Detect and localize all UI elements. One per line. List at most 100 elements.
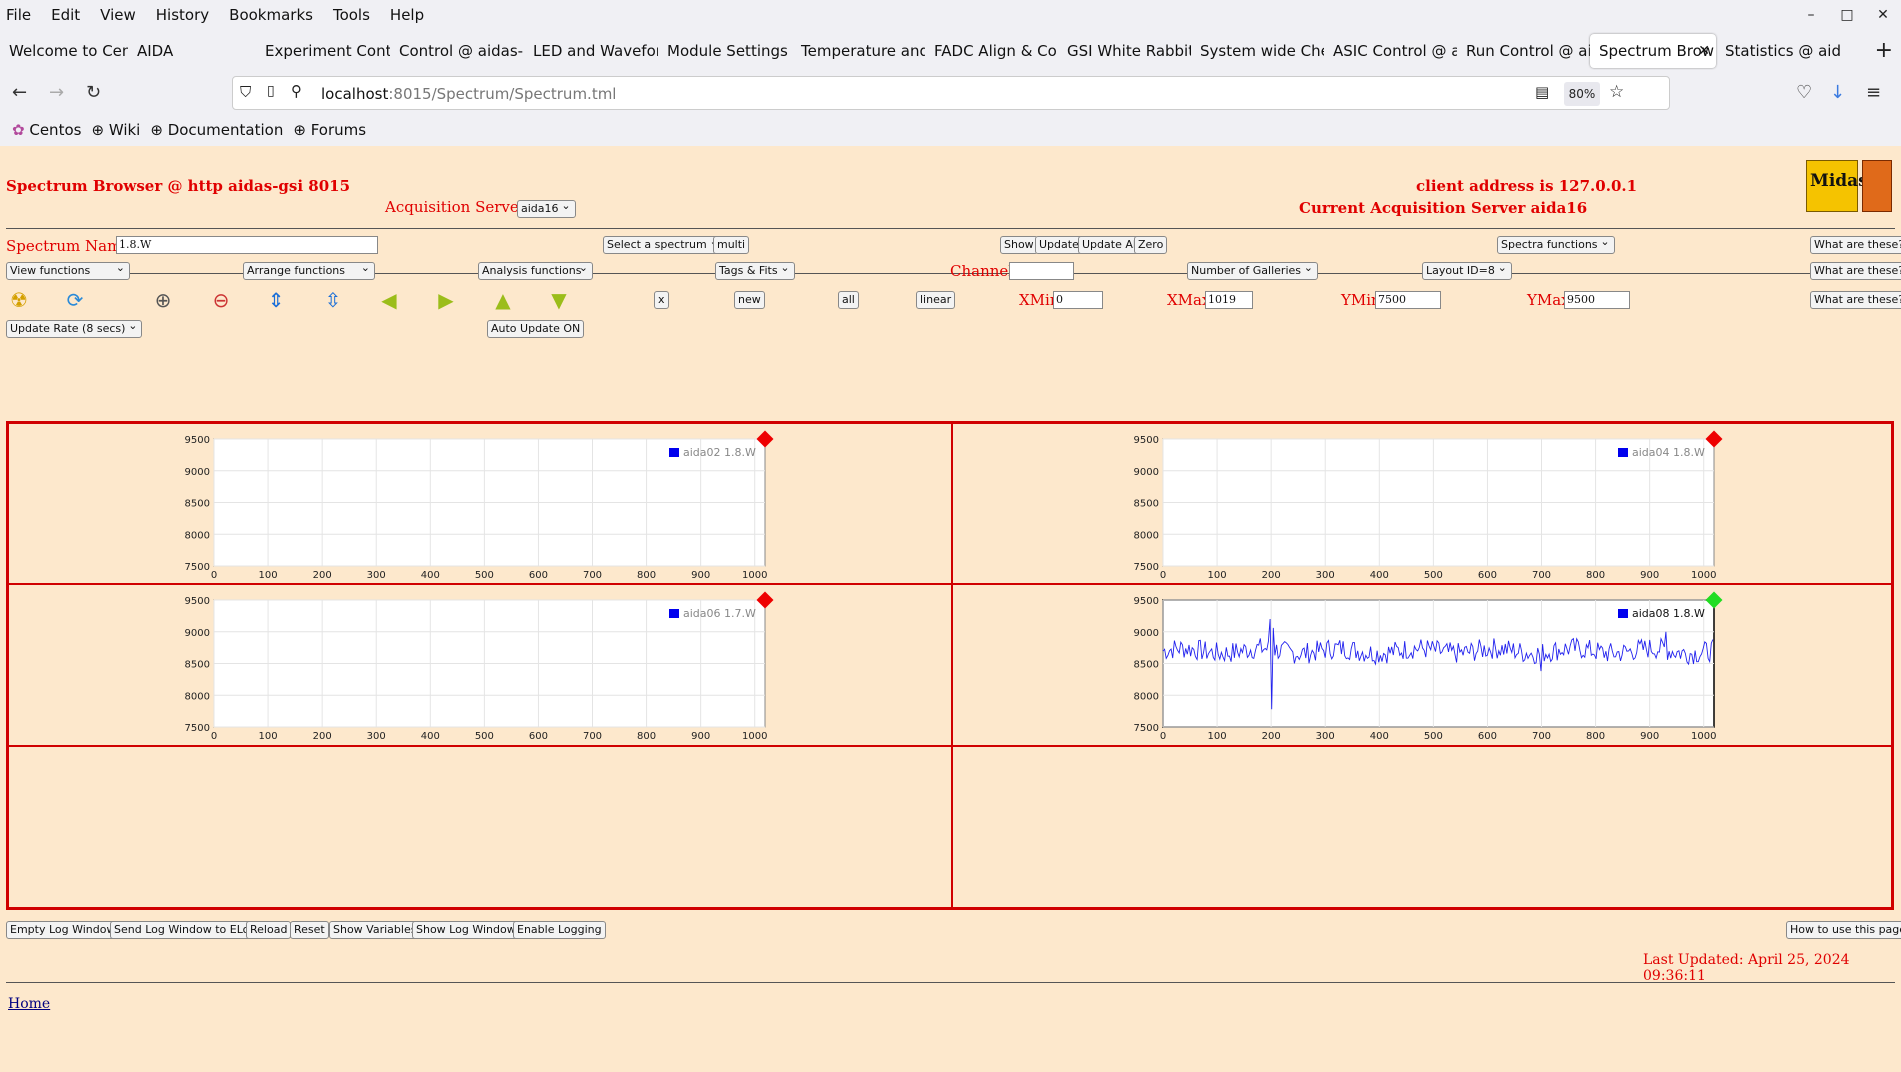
tab-aida[interactable]: AIDA	[137, 42, 174, 60]
view-functions-dropdown[interactable]: View functions	[6, 260, 130, 280]
tab-white-rabbit[interactable]: GSI White Rabbit	[1067, 42, 1191, 60]
tab-spectrum-browser[interactable]: Spectrum Brow ✕	[1590, 34, 1716, 68]
acquisition-server-select[interactable]: aida16	[517, 198, 576, 218]
arrange-functions-dropdown[interactable]: Arrange functions	[243, 260, 375, 280]
shield-icon[interactable]: ⛉	[240, 83, 252, 101]
radiation-icon[interactable]: ☢	[10, 288, 28, 312]
tab-run-control[interactable]: Run Control @ ai	[1466, 42, 1590, 60]
zero-button[interactable]: Zero	[1134, 236, 1168, 254]
bookmark-wiki[interactable]: ⊕ Wiki	[91, 121, 140, 139]
spectra-functions-dropdown[interactable]: Spectra functions	[1497, 234, 1615, 254]
bookmark-forums[interactable]: ⊕ Forums	[293, 121, 366, 139]
right-arrow-icon[interactable]: ▶	[438, 288, 454, 312]
xmax-input[interactable]: 1019	[1205, 291, 1253, 309]
left-arrow-icon[interactable]: ◀	[381, 288, 397, 312]
update-all-button[interactable]: Update All	[1078, 236, 1143, 254]
gallery-cell[interactable]: 0 100 200 300 400 500 600 700 800 900 1000 7500 8000…	[8, 423, 952, 584]
channel-input[interactable]	[1009, 262, 1074, 280]
update-button[interactable]: Update	[1035, 236, 1083, 254]
hamburger-menu-icon[interactable]: ≡	[1866, 82, 1882, 103]
minimize-icon[interactable]: –	[1807, 7, 1815, 23]
send-log-elog-button[interactable]: Send Log Window to ELog	[110, 921, 261, 939]
tab-temperature[interactable]: Temperature and	[801, 42, 925, 60]
back-icon[interactable]: ←	[12, 82, 28, 103]
bookmark-star-icon[interactable]: ☆	[1609, 82, 1625, 102]
what-are-these-button[interactable]: What are these?	[1810, 262, 1901, 280]
reload-icon[interactable]: ↻	[86, 82, 102, 103]
multi-button[interactable]: multi	[713, 236, 750, 254]
enable-logging-button[interactable]: Enable Logging	[513, 921, 606, 939]
what-are-these-button[interactable]: What are these?	[1810, 291, 1901, 309]
gallery-cell-empty[interactable]	[952, 746, 1892, 908]
new-tab-icon[interactable]: +	[1874, 38, 1893, 63]
zoom-in-icon[interactable]: ⊕	[154, 288, 172, 312]
menu-file[interactable]: File	[6, 6, 32, 24]
reload-button[interactable]: Reload	[246, 921, 292, 939]
spectrum-chart[interactable]: 0 100 200 300 400 500 600 700 800 900 1000 7500 8000…	[9, 424, 953, 585]
close-window-icon[interactable]: ✕	[1877, 7, 1889, 23]
new-button[interactable]: new	[734, 291, 765, 309]
tab-statistics[interactable]: Statistics @ aida	[1725, 42, 1840, 60]
xmin-input[interactable]: 0	[1053, 291, 1103, 309]
select-spectrum-dropdown[interactable]: Select a spectrum	[603, 234, 724, 254]
connection-icon[interactable]: ⚲	[291, 82, 302, 100]
analysis-functions-dropdown[interactable]: Analysis functions	[478, 260, 593, 280]
pocket-icon[interactable]: ♡	[1796, 82, 1813, 103]
tab-system-check[interactable]: System wide Che	[1200, 42, 1324, 60]
gallery-cell[interactable]: 0 100 200 300 400 500 600 700 800 900 1000 7500 8000…	[8, 584, 952, 746]
close-tab-icon[interactable]: ✕	[1698, 43, 1710, 59]
menu-tools[interactable]: Tools	[332, 6, 370, 24]
zoom-level[interactable]: 80%	[1564, 82, 1600, 106]
spectrum-chart[interactable]: 0 100 200 300 400 500 600 700 800 900 1000 7500 8000…	[953, 424, 1893, 585]
home-link[interactable]: Home	[8, 996, 51, 1012]
gallery-cell-empty[interactable]	[8, 746, 952, 908]
tab-module-settings[interactable]: Module Settings	[667, 42, 788, 60]
downloads-icon[interactable]: ↓	[1830, 82, 1846, 103]
spectrum-chart[interactable]: 0 100 200 300 400 500 600 700 800 900 1000 7500 8000…	[953, 585, 1893, 747]
show-button[interactable]: Show	[1000, 236, 1038, 254]
menu-edit[interactable]: Edit	[51, 6, 81, 24]
how-to-use-button[interactable]: How to use this page	[1786, 921, 1901, 939]
gallery-cell[interactable]: 0 100 200 300 400 500 600 700 800 900 1000 7500 8000…	[952, 584, 1892, 746]
spectrum-chart[interactable]: 0 100 200 300 400 500 600 700 800 900 1000 7500 8000…	[9, 585, 953, 747]
ymax-input[interactable]: 9500	[1564, 291, 1630, 309]
number-of-galleries-dropdown[interactable]: Number of Galleries	[1187, 260, 1319, 280]
url-text[interactable]: localhost:8015/Spectrum/Spectrum.tml	[321, 85, 616, 103]
tab-asic-control[interactable]: ASIC Control @ a	[1333, 42, 1457, 60]
x-button[interactable]: x	[654, 291, 669, 309]
tab-experiment-control[interactable]: Experiment Contr	[265, 42, 390, 60]
linear-button[interactable]: linear	[916, 291, 956, 309]
refresh-icon[interactable]: ⟳	[66, 288, 84, 312]
reader-view-icon[interactable]: ▤	[1535, 83, 1550, 101]
auto-update-button[interactable]: Auto Update ON	[487, 320, 585, 338]
menu-bookmarks[interactable]: Bookmarks	[229, 6, 313, 24]
down-arrow-icon[interactable]: ▼	[551, 288, 567, 312]
show-variables-button[interactable]: Show Variables	[329, 921, 421, 939]
tab-led-waveform[interactable]: LED and Wavefor	[533, 42, 658, 60]
maximize-icon[interactable]: □	[1840, 7, 1854, 23]
tab-fadc-align[interactable]: FADC Align & Co	[934, 42, 1057, 60]
menu-history[interactable]: History	[155, 6, 210, 24]
tab-control[interactable]: Control @ aidas-	[399, 42, 524, 60]
menu-view[interactable]: View	[100, 6, 136, 24]
tab-welcome[interactable]: Welcome to Cent	[9, 42, 128, 60]
zoom-out-icon[interactable]: ⊖	[212, 288, 230, 312]
update-rate-dropdown[interactable]: Update Rate (8 secs)	[6, 318, 143, 338]
tags-fits-dropdown[interactable]: Tags & Fits	[715, 260, 795, 280]
spectrum-name-input[interactable]: 1.8.W	[116, 236, 378, 254]
show-log-window-button[interactable]: Show Log Window	[412, 921, 520, 939]
up-arrow-icon[interactable]: ▲	[495, 288, 511, 312]
reset-button[interactable]: Reset	[290, 921, 329, 939]
all-button[interactable]: all	[838, 291, 859, 309]
expand-y-icon[interactable]: ⇕	[267, 288, 285, 312]
bookmark-centos[interactable]: ✿ Centos	[12, 121, 81, 139]
menu-help[interactable]: Help	[389, 6, 425, 24]
url-bar[interactable]: ⛉ ▯ ⚲ localhost:8015/Spectrum/Spectrum.t…	[232, 76, 1670, 110]
what-are-these-button[interactable]: What are these?	[1810, 236, 1901, 254]
layout-dropdown[interactable]: Layout ID=8	[1422, 260, 1512, 280]
ymin-input[interactable]: 7500	[1375, 291, 1441, 309]
gallery-cell[interactable]: 0 100 200 300 400 500 600 700 800 900 1000 7500 8000…	[952, 423, 1892, 584]
empty-log-button[interactable]: Empty Log Window	[6, 921, 120, 939]
shrink-y-icon[interactable]: ⇳	[324, 288, 342, 312]
bookmark-documentation[interactable]: ⊕ Documentation	[150, 121, 283, 139]
